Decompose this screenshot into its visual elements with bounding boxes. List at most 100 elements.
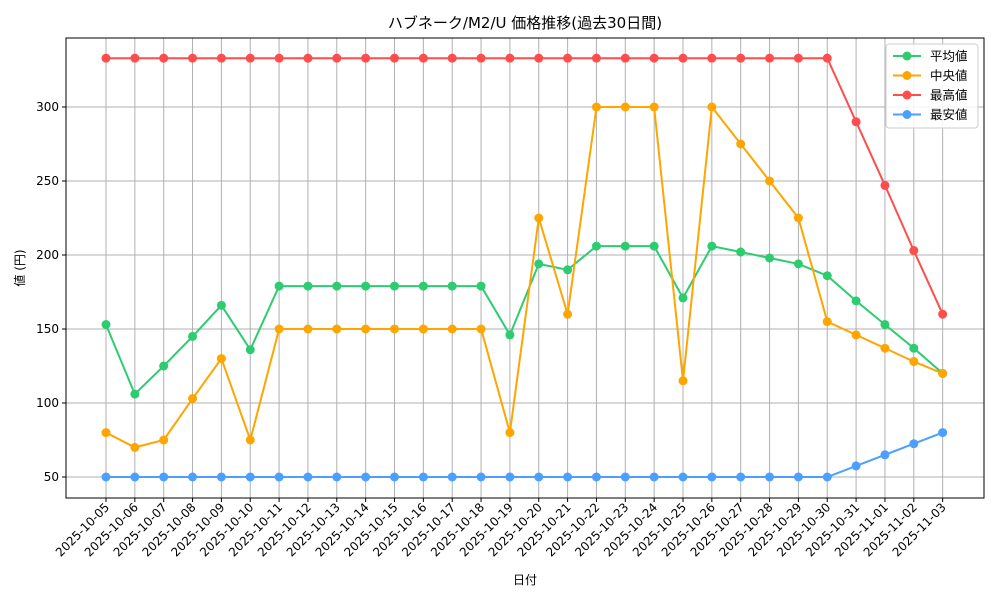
grid-lines <box>66 38 984 498</box>
data-point <box>101 472 111 482</box>
data-point <box>563 265 573 275</box>
y-axis-label: 値 (円) <box>12 249 27 286</box>
data-point <box>303 324 313 334</box>
data-point <box>591 241 601 251</box>
plot-frame <box>65 37 985 499</box>
data-point <box>476 281 486 291</box>
series-line <box>106 57 944 315</box>
data-point <box>707 472 717 482</box>
legend-label: 最安値 <box>930 107 968 122</box>
data-point <box>851 296 861 306</box>
data-point <box>130 53 140 63</box>
data-point <box>765 53 775 63</box>
data-point <box>591 472 601 482</box>
legend-marker-icon <box>902 51 912 61</box>
data-point <box>361 281 371 291</box>
data-point <box>649 102 659 112</box>
data-point <box>274 472 284 482</box>
data-point <box>418 324 428 334</box>
data-point <box>361 324 371 334</box>
data-point <box>880 180 890 190</box>
data-point <box>938 368 948 378</box>
data-point <box>332 324 342 334</box>
data-point <box>332 53 342 63</box>
data-point <box>159 361 169 371</box>
data-point <box>909 343 919 353</box>
series-1 <box>101 102 948 452</box>
data-point <box>851 461 861 471</box>
data-point <box>678 472 688 482</box>
data-point <box>505 330 515 340</box>
data-point <box>707 102 717 112</box>
data-point <box>736 247 746 257</box>
legend-marker-icon <box>902 71 912 80</box>
data-point <box>303 53 313 63</box>
series-0 <box>101 241 948 399</box>
data-point <box>303 281 313 291</box>
series-2 <box>101 53 948 319</box>
legend-label: 最高値 <box>930 88 968 103</box>
legend-label: 中央値 <box>930 68 968 83</box>
data-point <box>390 472 399 482</box>
data-point <box>822 53 832 63</box>
data-point <box>274 53 284 63</box>
data-point <box>101 320 111 330</box>
data-point <box>245 472 255 482</box>
data-point <box>563 472 573 482</box>
legend-marker-icon <box>902 90 912 100</box>
data-point <box>649 53 659 63</box>
data-point <box>649 472 659 482</box>
data-point <box>361 472 371 482</box>
data-point <box>188 331 198 341</box>
data-point <box>274 324 284 334</box>
data-point <box>332 472 342 482</box>
data-point <box>909 439 919 449</box>
y-tick-label: 50 <box>44 470 59 484</box>
data-point <box>390 281 399 291</box>
data-point <box>216 53 226 63</box>
y-tick-label: 150 <box>36 322 59 336</box>
y-tick-label: 250 <box>36 174 59 188</box>
data-point <box>678 53 688 63</box>
data-point <box>505 472 515 482</box>
data-point <box>793 472 803 482</box>
data-point <box>938 428 948 438</box>
data-point <box>101 53 111 63</box>
data-point <box>505 428 515 438</box>
data-point <box>159 472 169 482</box>
y-axis-ticks: 50 100 150 200 250 300 <box>36 100 66 484</box>
data-point <box>245 435 255 445</box>
data-point <box>620 53 630 63</box>
data-point <box>130 442 140 452</box>
data-point <box>534 53 544 63</box>
data-point <box>765 176 775 186</box>
data-point <box>591 102 601 112</box>
data-point <box>822 472 832 482</box>
data-point <box>476 472 486 482</box>
data-point <box>765 253 775 263</box>
data-point <box>793 259 803 269</box>
data-point <box>678 376 688 386</box>
y-tick-label: 100 <box>36 396 59 410</box>
data-point <box>851 117 861 127</box>
data-point <box>534 472 544 482</box>
data-point <box>418 53 428 63</box>
legend-box <box>885 43 979 129</box>
legend-label: 平均値 <box>930 49 968 64</box>
data-point <box>390 53 399 63</box>
legend-marker-icon <box>902 110 912 119</box>
data-point <box>188 472 198 482</box>
data-point <box>880 320 890 330</box>
data-point <box>736 139 746 149</box>
data-point <box>620 241 630 251</box>
data-point <box>563 309 573 319</box>
data-point <box>361 53 371 63</box>
data-point <box>447 472 457 482</box>
data-point <box>130 389 140 399</box>
y-tick-label: 200 <box>36 248 59 262</box>
series-3 <box>101 428 948 482</box>
data-point <box>447 324 457 334</box>
data-point <box>418 472 428 482</box>
data-point <box>880 450 890 460</box>
data-point <box>822 317 832 327</box>
